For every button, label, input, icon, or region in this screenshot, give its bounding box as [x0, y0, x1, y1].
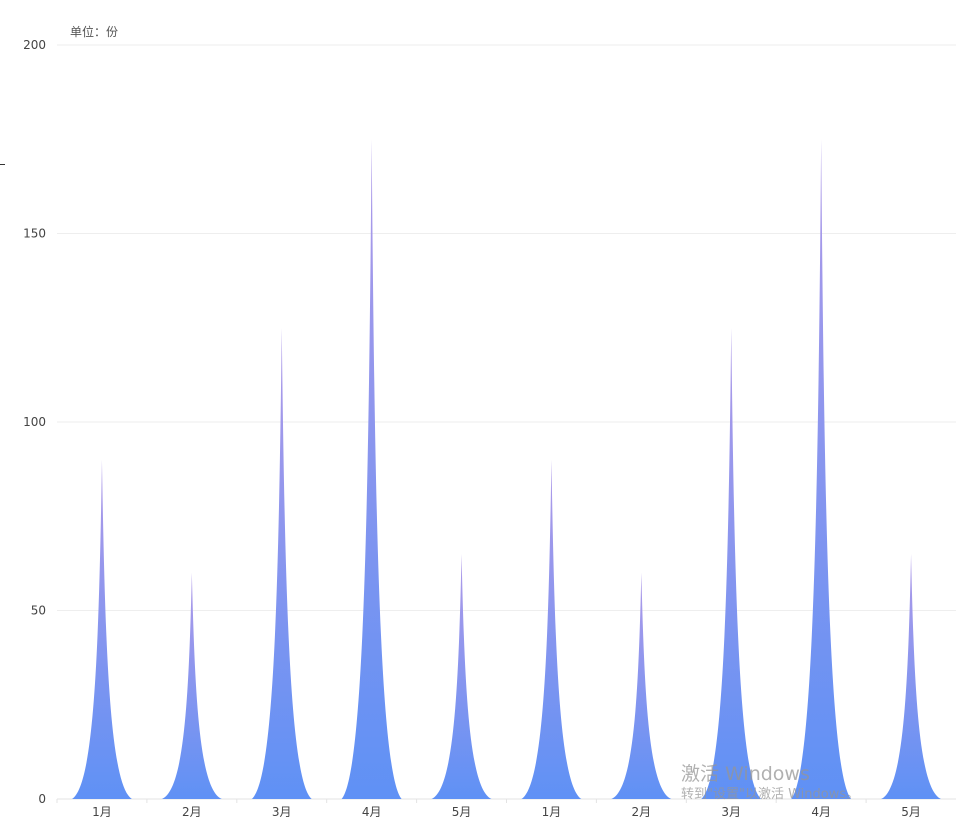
y-axis-ticks: 0 50 100 150 200: [23, 38, 46, 806]
edge-tick-mark: [0, 164, 5, 165]
x-tick-label: 5月: [901, 805, 921, 819]
y-tick-label: 50: [31, 604, 46, 618]
y-tick-label: 200: [23, 38, 46, 52]
y-tick-label: 150: [23, 227, 46, 241]
x-tick-label: 1月: [92, 805, 112, 819]
bar-spike: [341, 139, 402, 799]
x-tick-label: 3月: [272, 805, 292, 819]
bar-spike: [611, 572, 672, 799]
x-tick-label: 2月: [632, 805, 652, 819]
bar-spike: [881, 553, 942, 799]
x-axis-ticks: 1月 2月 3月 4月 5月 1月 2月 3月 4月 5月: [56, 799, 921, 819]
y-tick-label: 100: [23, 415, 46, 429]
bar-spike: [791, 139, 852, 799]
bar-spike: [161, 572, 222, 799]
bar-spike: [71, 459, 132, 799]
x-tick-label: 1月: [542, 805, 562, 819]
x-tick-label: 4月: [811, 805, 831, 819]
unit-label: 单位：份: [70, 24, 118, 39]
bar-spike: [251, 327, 312, 799]
bars: [71, 139, 942, 799]
x-tick-label: 4月: [362, 805, 382, 819]
y-tick-label: 0: [38, 792, 46, 806]
x-tick-label: 3月: [721, 805, 741, 819]
bar-spike: [521, 459, 582, 799]
bar-spike: [701, 327, 762, 799]
bar-spike: [431, 553, 492, 799]
x-tick-label: 5月: [452, 805, 472, 819]
x-tick-label: 2月: [182, 805, 202, 819]
